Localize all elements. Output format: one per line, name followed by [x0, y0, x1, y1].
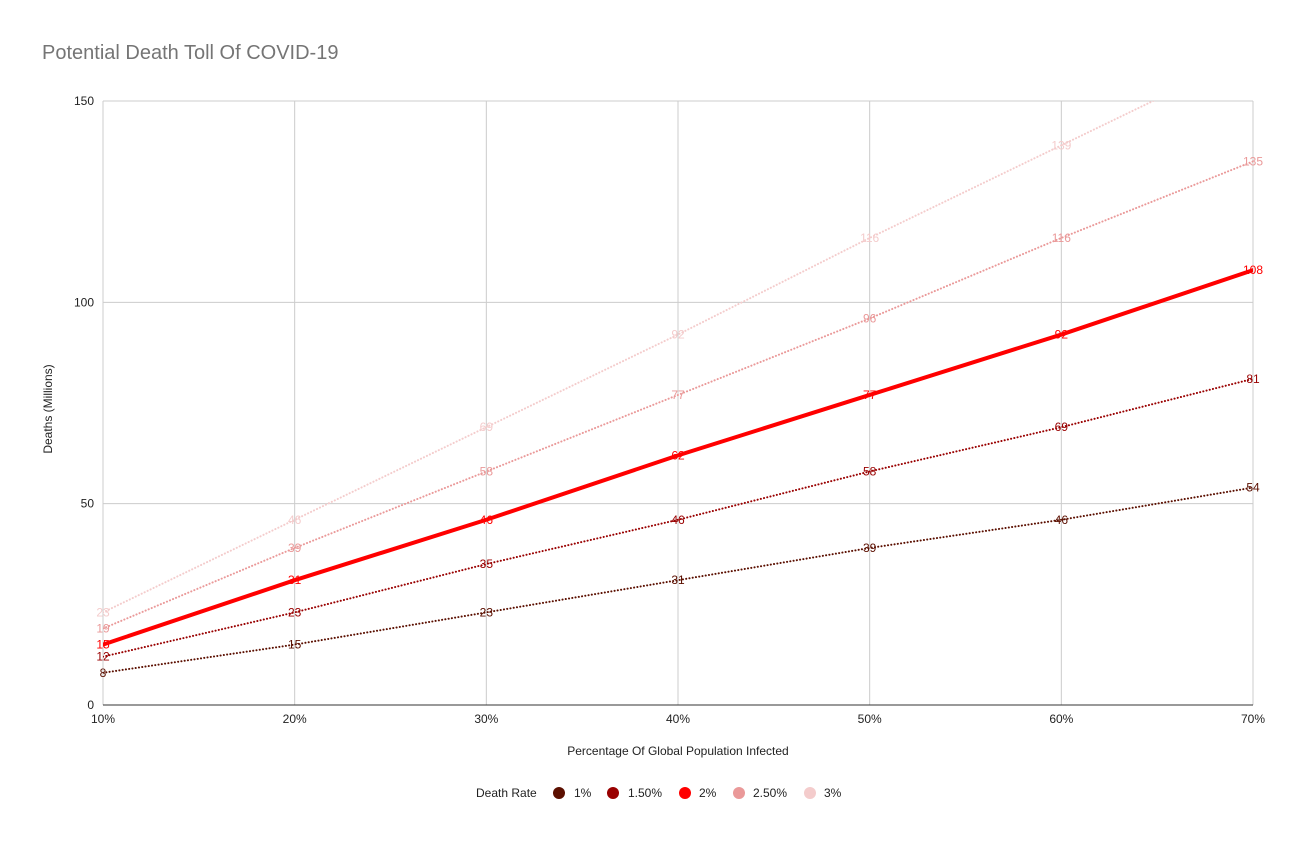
y-tick-label: 100 — [74, 295, 94, 309]
data-label: 92 — [1055, 328, 1069, 342]
data-label: 23 — [480, 605, 494, 619]
legend-swatch — [733, 787, 745, 799]
data-label: 58 — [863, 464, 877, 478]
series-lines — [103, 101, 1253, 674]
data-label: 62 — [671, 448, 685, 462]
axis-ticks: 10% 20% 30% 40% 50% 60% 70% 0 50 100 150 — [74, 94, 1265, 726]
grid-lines — [102, 100, 1254, 706]
data-label: 69 — [1055, 420, 1069, 434]
data-label: 54 — [1246, 481, 1260, 495]
data-label: 39 — [863, 541, 877, 555]
legend-label: 2% — [699, 786, 717, 800]
x-tick-label: 40% — [666, 712, 690, 726]
data-label: 46 — [671, 513, 685, 527]
x-tick-label: 70% — [1241, 712, 1265, 726]
y-tick-label: 150 — [74, 94, 94, 108]
x-axis-title: Percentage Of Global Population Infected — [567, 744, 788, 758]
legend-swatch — [804, 787, 816, 799]
legend-title: Death Rate — [476, 786, 537, 800]
legend-label: 1% — [574, 786, 592, 800]
data-label: 77 — [863, 388, 877, 402]
data-label: 116 — [860, 231, 879, 245]
data-label: 77 — [671, 388, 685, 402]
data-label: 81 — [1246, 372, 1260, 386]
data-label: 12 — [96, 650, 110, 664]
data-label: 19 — [96, 621, 110, 635]
data-label: 8 — [100, 666, 107, 680]
legend-label: 2.50% — [753, 786, 787, 800]
x-tick-label: 10% — [91, 712, 115, 726]
data-label: 139 — [1051, 138, 1071, 152]
data-labels: 8 15 23 31 39 46 54 12 23 35 46 58 69 81 15 31 46 62 77 92 1… — [96, 138, 1263, 679]
data-label: 39 — [288, 541, 302, 555]
data-label: 46 — [480, 513, 494, 527]
legend-swatch — [553, 787, 565, 799]
x-tick-label: 20% — [283, 712, 307, 726]
chart-title: Potential Death Toll Of COVID-19 — [42, 42, 339, 64]
data-label: 31 — [671, 573, 685, 587]
x-tick-label: 30% — [474, 712, 498, 726]
legend: Death Rate 1% 1.50% 2% 2.50% 3% — [476, 786, 842, 800]
series-line — [103, 101, 1156, 614]
data-label: 58 — [480, 464, 494, 478]
series-line — [103, 486, 1253, 674]
data-label: 46 — [288, 513, 302, 527]
data-label: 23 — [288, 605, 302, 619]
legend-label: 3% — [824, 786, 842, 800]
data-label: 96 — [863, 311, 877, 325]
legend-label: 1.50% — [628, 786, 662, 800]
y-tick-label: 0 — [87, 698, 94, 712]
data-label: 69 — [480, 420, 494, 434]
data-label: 46 — [1055, 513, 1069, 527]
data-label: 108 — [1243, 263, 1263, 277]
legend-swatch — [679, 787, 691, 799]
y-tick-label: 50 — [81, 497, 95, 511]
x-tick-label: 50% — [858, 712, 882, 726]
data-label: 15 — [96, 638, 110, 652]
data-label: 15 — [288, 638, 302, 652]
data-label: 35 — [480, 557, 494, 571]
series-line — [103, 268, 1253, 647]
y-axis-title: Deaths (Millions) — [41, 364, 55, 453]
data-label: 116 — [1052, 231, 1071, 245]
legend-swatch — [607, 787, 619, 799]
series-line — [103, 160, 1253, 630]
data-label: 31 — [288, 573, 302, 587]
data-label: 23 — [96, 605, 110, 619]
data-label: 92 — [671, 328, 685, 342]
data-label: 135 — [1243, 154, 1263, 168]
series-line — [103, 377, 1253, 658]
x-tick-label: 60% — [1049, 712, 1073, 726]
